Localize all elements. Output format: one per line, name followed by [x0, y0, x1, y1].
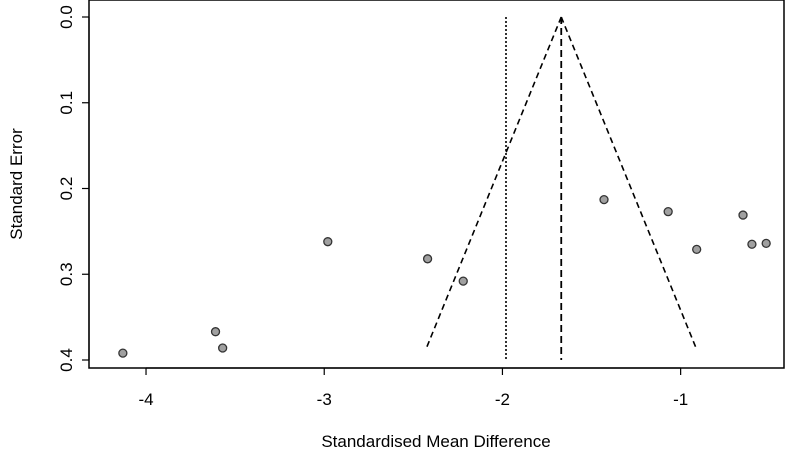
x-axis: -4 -3 -2 -1 — [138, 367, 688, 409]
y-axis-title: Standard Error — [7, 128, 26, 240]
study-point — [663, 207, 673, 217]
y-tick-label: 0.4 — [57, 348, 76, 372]
y-tick-label: 0.2 — [57, 177, 76, 201]
study-point — [747, 239, 757, 249]
study-point — [218, 343, 228, 353]
x-tick-label: -4 — [138, 390, 153, 409]
y-axis: 0.0 0.1 0.2 0.3 0.4 — [57, 5, 90, 372]
study-point — [422, 254, 433, 264]
y-tick-label: 0.0 — [57, 5, 76, 29]
study-points — [118, 194, 771, 358]
y-tick-label: 0.1 — [57, 91, 76, 115]
study-point — [118, 348, 128, 358]
study-point — [323, 237, 333, 247]
funnel-right-limit — [560, 16, 698, 351]
study-point — [692, 244, 702, 255]
y-tick-label: 0.3 — [57, 262, 76, 286]
study-point — [210, 327, 221, 337]
study-point — [599, 194, 609, 205]
study-point — [761, 238, 771, 249]
study-point — [458, 276, 468, 286]
x-tick-label: -2 — [495, 390, 510, 409]
x-axis-title: Standardised Mean Difference — [321, 432, 550, 451]
funnel-left-limit — [424, 16, 562, 351]
study-point — [738, 210, 748, 220]
funnel-lines — [424, 16, 698, 360]
x-tick-label: -3 — [317, 390, 332, 409]
plot-frame — [88, 0, 785, 369]
x-tick-label: -1 — [673, 390, 688, 409]
